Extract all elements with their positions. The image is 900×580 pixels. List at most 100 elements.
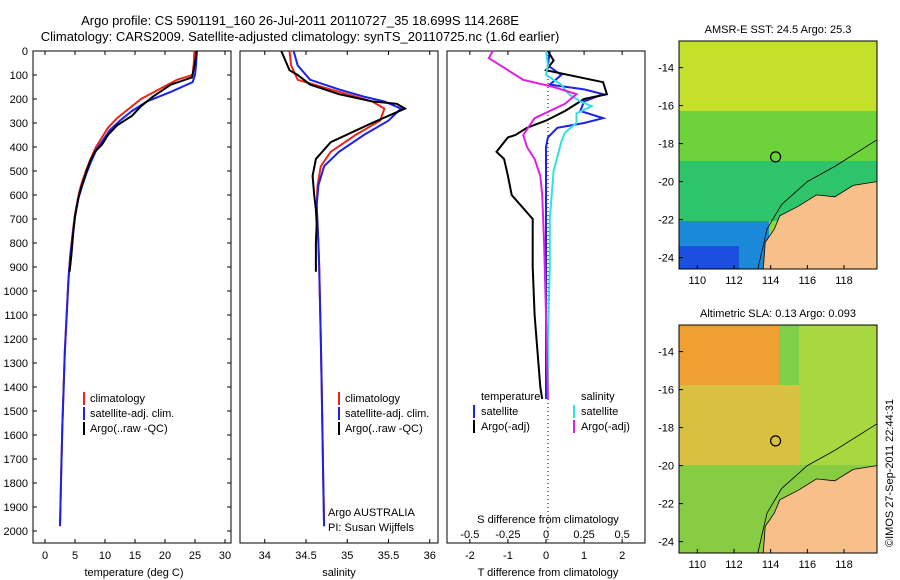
legend-label-climatology: climatology bbox=[345, 393, 401, 405]
temperature-series bbox=[59, 50, 198, 527]
legend-label-climatology: climatology bbox=[90, 393, 146, 405]
depth-tick-label: 1200 bbox=[4, 334, 28, 346]
x-tick-label: 15 bbox=[129, 550, 141, 562]
x-tick-label: 35 bbox=[341, 550, 353, 562]
series-line bbox=[544, 50, 595, 399]
map-band bbox=[799, 325, 877, 465]
difference-x-ticks: -2 -1 0 1 2 -0.5 -0.25 0 0.25 0.5 bbox=[460, 51, 630, 562]
float-location-marker bbox=[769, 435, 782, 447]
shelf-contour bbox=[757, 139, 878, 270]
series-line bbox=[495, 50, 609, 400]
map-band bbox=[679, 385, 799, 465]
copyright-text: ©IMOS 27-Sep-2011 22:44:31 bbox=[884, 399, 896, 547]
map-x-tick-label: 112 bbox=[725, 559, 743, 571]
depth-tick-label: 900 bbox=[10, 262, 28, 274]
map-x-tick-label: 118 bbox=[835, 275, 853, 287]
top-x-tick-label: -0.25 bbox=[495, 529, 520, 541]
difference-top-label: S difference from climatology bbox=[477, 514, 619, 526]
depth-tick-label: 300 bbox=[10, 118, 28, 130]
difference-panel: -2 -1 0 1 2 -0.5 -0.25 0 0.25 0.5 temperature sal… bbox=[446, 50, 646, 579]
map-y-tick-label: -18 bbox=[658, 423, 674, 435]
salinity-xlabel: salinity bbox=[322, 567, 356, 579]
x-tick-label: 36 bbox=[424, 550, 436, 562]
map-border bbox=[678, 324, 878, 554]
depth-tick-label: 0 bbox=[22, 46, 28, 58]
depth-tick-label: 100 bbox=[10, 70, 28, 82]
map-border bbox=[678, 40, 878, 270]
sst-map-field bbox=[679, 41, 878, 270]
x-tick-label: 10 bbox=[99, 550, 111, 562]
annotation-line1: Argo AUSTRALIA bbox=[328, 507, 415, 519]
salinity-panel: 34 34.5 35 35.5 36 climatology satellite-adj… bbox=[239, 50, 439, 579]
sst-map-ticks: -14 -16 -18 -20 -22 -24 110 112 114 116 118 bbox=[658, 40, 878, 287]
depth-tick-label: 1700 bbox=[4, 454, 28, 466]
depth-tick-label: 500 bbox=[10, 166, 28, 178]
top-x-tick-label: 0.5 bbox=[615, 529, 630, 541]
map-x-tick-label: 118 bbox=[835, 559, 853, 571]
sst-map-panel: AMSR-E SST: 24.5 Argo: 25.3 -14 -16 -18 -20… bbox=[658, 24, 878, 287]
legend-label-satellite: satellite-adj. clim. bbox=[345, 408, 429, 420]
x-tick-label: 1 bbox=[581, 550, 587, 562]
x-tick-label: 0 bbox=[543, 550, 549, 562]
depth-tick-label: 1100 bbox=[4, 310, 28, 322]
depth-tick-label: 400 bbox=[10, 142, 28, 154]
map-x-tick-label: 110 bbox=[689, 275, 707, 287]
depth-tick-label: 2000 bbox=[4, 526, 28, 538]
depth-tick-label: 700 bbox=[10, 214, 28, 226]
legend-label-argo: Argo(..raw -QC) bbox=[90, 423, 168, 435]
legend-header-salinity: salinity bbox=[581, 391, 615, 403]
map-y-tick-label: -14 bbox=[658, 63, 674, 75]
temperature-xlabel: temperature (deg C) bbox=[84, 567, 183, 579]
temperature-panel: 0100200300400500600700800900100011001200… bbox=[4, 46, 645, 579]
depth-tick-label: 600 bbox=[10, 190, 28, 202]
series-line bbox=[280, 50, 408, 272]
map-y-tick-label: -20 bbox=[658, 177, 674, 189]
x-tick-label: -2 bbox=[465, 550, 475, 562]
difference-xlabel: T difference from climatology bbox=[478, 567, 619, 579]
legend-label-argo: Argo(..raw -QC) bbox=[345, 423, 423, 435]
map-band bbox=[679, 246, 739, 269]
map-x-tick-label: 112 bbox=[725, 275, 743, 287]
series-line bbox=[292, 50, 403, 527]
top-x-tick-label: -0.5 bbox=[460, 529, 479, 541]
x-tick-label: 25 bbox=[189, 550, 201, 562]
salinity-series bbox=[280, 50, 408, 527]
depth-tick-label: 1000 bbox=[4, 286, 28, 298]
temperature-axes-frame bbox=[32, 50, 232, 544]
legend-label-temp-argo: Argo(-adj) bbox=[481, 421, 530, 433]
map-y-tick-label: -22 bbox=[658, 215, 674, 227]
depth-tick-label: 200 bbox=[10, 94, 28, 106]
map-y-tick-label: -16 bbox=[658, 101, 674, 113]
temperature-x-ticks: 0 5 10 15 20 25 30 bbox=[42, 51, 231, 562]
sla-map-title: Altimetric SLA: 0.13 Argo: 0.093 bbox=[700, 308, 856, 320]
x-tick-label: 2 bbox=[619, 550, 625, 562]
header-line2: Climatology: CARS2009. Satellite-adjuste… bbox=[41, 29, 560, 44]
sla-map-field bbox=[679, 325, 878, 554]
depth-tick-label: 1300 bbox=[4, 358, 28, 370]
x-tick-label: 30 bbox=[219, 550, 231, 562]
x-tick-label: 34 bbox=[259, 550, 271, 562]
x-tick-label: 34.5 bbox=[295, 550, 316, 562]
depth-tick-label: 1800 bbox=[4, 478, 28, 490]
sla-map-ticks: -14 -16 -18 -20 -22 -24 110 112 114 116 118 bbox=[658, 324, 878, 571]
series-line bbox=[545, 50, 607, 399]
float-location-marker bbox=[769, 151, 782, 163]
x-tick-label: 0 bbox=[42, 550, 48, 562]
legend-label-satellite: satellite-adj. clim. bbox=[90, 408, 174, 420]
series-line bbox=[68, 50, 198, 272]
map-y-tick-label: -14 bbox=[658, 347, 674, 359]
map-band bbox=[679, 111, 877, 161]
difference-series bbox=[487, 50, 609, 400]
depth-tick-label: 1600 bbox=[4, 430, 28, 442]
map-x-tick-label: 114 bbox=[762, 559, 780, 571]
depth-tick-label: 1500 bbox=[4, 406, 28, 418]
map-y-tick-label: -22 bbox=[658, 499, 674, 511]
annotation-line2: PI: Susan Wijffels bbox=[328, 522, 414, 534]
temperature-legend: climatology satellite-adj. clim. Argo(..… bbox=[83, 392, 174, 435]
depth-tick-label: 1400 bbox=[4, 382, 28, 394]
difference-legend: temperature salinity satellite Argo(-adj… bbox=[473, 391, 630, 433]
sst-map-title: AMSR-E SST: 24.5 Argo: 25.3 bbox=[705, 24, 852, 36]
legend-label-sal-argo: Argo(-adj) bbox=[581, 421, 630, 433]
x-tick-label: 20 bbox=[159, 550, 171, 562]
